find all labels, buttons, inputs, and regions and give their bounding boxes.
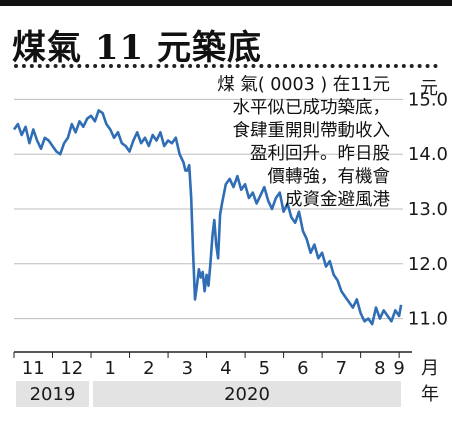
y-axis-unit: 元 — [420, 78, 438, 99]
title-divider — [14, 64, 438, 68]
year-band — [16, 381, 90, 407]
top-rule — [0, 0, 452, 6]
annotation-line: 煤 氣( 0003 ) 在11元 — [217, 75, 390, 95]
y-tick-label: 11.0 — [408, 309, 448, 330]
year-band — [93, 381, 402, 407]
y-tick-label: 15.0 — [408, 89, 448, 110]
x-tick-label: 4 — [220, 358, 231, 379]
x-tick-label: 3 — [182, 358, 193, 379]
annotation: 煤 氣( 0003 ) 在11元 水平似已成功築底， 食肆重開則帶動收入 盈利回… — [195, 74, 390, 212]
x-tick-label: 12 — [60, 358, 83, 379]
annotation-line: 價轉強，有機會 — [267, 167, 391, 187]
annotation-line: 成資金避風港 — [285, 190, 390, 210]
x-tick-label: 5 — [259, 358, 270, 379]
x-tick-label: 8 — [374, 358, 385, 379]
x-axis-unit: 月 — [421, 358, 439, 379]
x-tick-label: 11 — [22, 358, 45, 379]
x-tick-label: 6 — [297, 358, 308, 379]
x-tick-label: 1 — [105, 358, 116, 379]
annotation-line: 水平似已成功築底， — [232, 98, 391, 118]
y-tick-label: 13.0 — [408, 199, 448, 220]
chart-title: 煤氣 11 元築底 — [12, 28, 262, 68]
price-line — [12, 109, 403, 326]
y-tick-label: 12.0 — [408, 254, 448, 275]
year-label: 2020 — [224, 384, 270, 405]
year-axis-unit: 年 — [421, 384, 439, 405]
y-tick-label: 14.0 — [408, 144, 448, 165]
year-label: 2019 — [30, 384, 76, 405]
annotation-line: 盈利回升。昨日股 — [250, 144, 390, 164]
annotation-line: 食肆重開則帶動收入 — [232, 121, 391, 141]
x-tick-label: 7 — [336, 358, 347, 379]
x-tick-label: 2 — [143, 358, 154, 379]
x-tick-label: 9 — [393, 358, 404, 379]
